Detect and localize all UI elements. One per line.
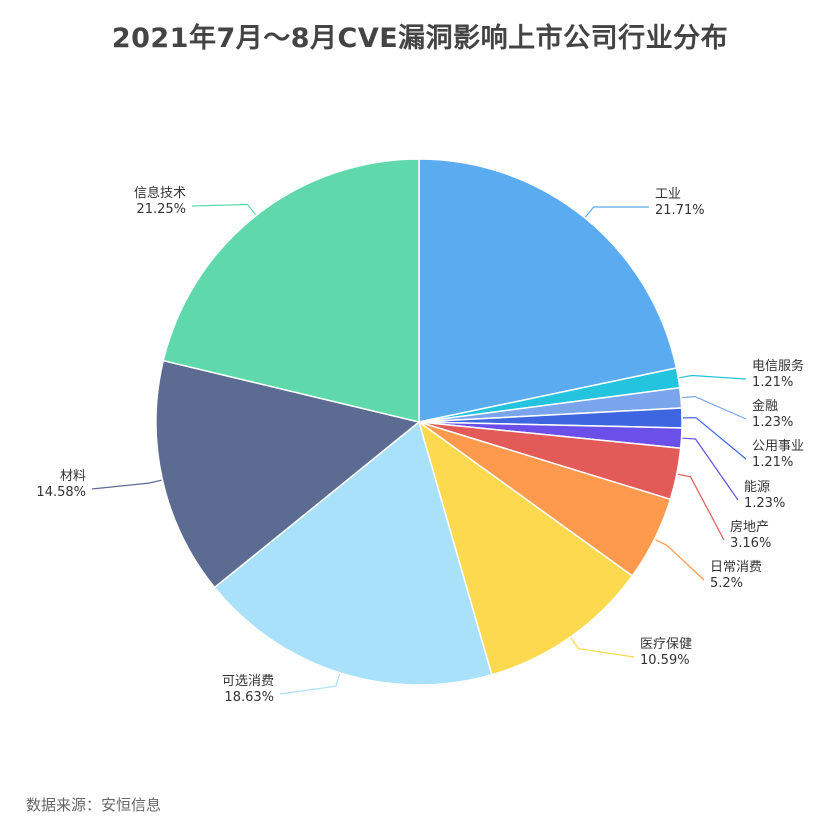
pie-slice[interactable] (213, 420, 493, 686)
slice-value-label: 1.21% (752, 455, 793, 470)
leader-line (191, 203, 257, 216)
pie-slice[interactable] (155, 359, 421, 589)
data-source-note: 数据来源：安恒信息 (26, 796, 162, 814)
slice-value-label: 1.23% (744, 496, 785, 511)
leader-line (681, 395, 747, 420)
chart-title: 2021年7月～8月CVE漏洞影响上市公司行业分布 (111, 23, 729, 54)
slice-value-label: 5.2% (710, 576, 743, 591)
slice-value-label: 10.59% (640, 653, 690, 668)
leader-line (570, 637, 635, 658)
label-leader-lines (91, 203, 747, 695)
slice-label: 工业 (655, 187, 681, 202)
slice-value-label: 18.63% (224, 690, 274, 705)
slice-value-label: 21.25% (136, 202, 186, 217)
leader-line (677, 473, 725, 541)
leader-line (682, 437, 739, 501)
slice-value-label: 21.71% (655, 203, 705, 218)
pie-slice[interactable] (418, 158, 678, 423)
slice-labels: 工业21.71%电信服务1.21%金融1.23%公用事业1.21%能源1.23%… (36, 185, 804, 705)
slice-label: 可选消费 (222, 674, 274, 689)
leader-line (679, 374, 747, 380)
pie-slice[interactable] (162, 158, 420, 423)
leader-line (279, 673, 341, 695)
slice-label: 金融 (752, 398, 778, 414)
leader-line (584, 206, 649, 218)
slice-value-label: 3.16% (730, 536, 771, 551)
slice-label: 日常消费 (710, 560, 762, 575)
leader-line (655, 539, 705, 581)
pie-slice[interactable] (417, 420, 634, 676)
slice-label: 信息技术 (134, 185, 186, 201)
pie-slices (155, 158, 683, 686)
slice-label: 能源 (744, 480, 770, 495)
slice-value-label: 1.21% (752, 375, 793, 390)
slice-label: 电信服务 (752, 358, 804, 374)
slice-value-label: 1.23% (752, 415, 793, 430)
slice-value-label: 14.58% (36, 485, 86, 500)
slice-label: 公用事业 (752, 439, 804, 454)
leader-line (91, 479, 162, 490)
slice-label: 材料 (60, 469, 86, 484)
slice-label: 医疗保健 (640, 637, 692, 652)
slice-label: 房地产 (730, 519, 769, 535)
leader-line (682, 417, 747, 460)
